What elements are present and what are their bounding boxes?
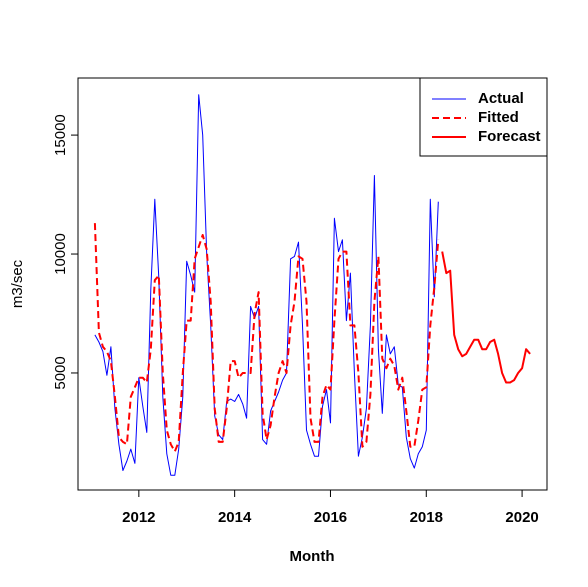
y-tick-label: 10000 — [52, 233, 69, 275]
series-line — [93, 223, 440, 453]
legend-label: Fitted — [478, 109, 519, 126]
x-axis-label: Month — [290, 548, 335, 565]
x-tick-label: 2020 — [505, 509, 538, 526]
legend-label: Forecast — [478, 128, 541, 145]
x-tick-label: 2014 — [218, 509, 252, 526]
x-tick-label: 2012 — [122, 509, 155, 526]
legend-label: Actual — [478, 90, 524, 107]
y-axis-label: m3/sec — [9, 259, 26, 308]
plot-frame — [77, 77, 548, 491]
y-tick-label: 5000 — [52, 356, 69, 389]
series-line — [94, 94, 439, 476]
x-tick-label: 2016 — [314, 509, 347, 526]
y-tick-label: 15000 — [52, 114, 69, 156]
legend-box — [419, 77, 548, 157]
series-line — [441, 251, 531, 384]
x-tick-label: 2018 — [410, 509, 443, 526]
